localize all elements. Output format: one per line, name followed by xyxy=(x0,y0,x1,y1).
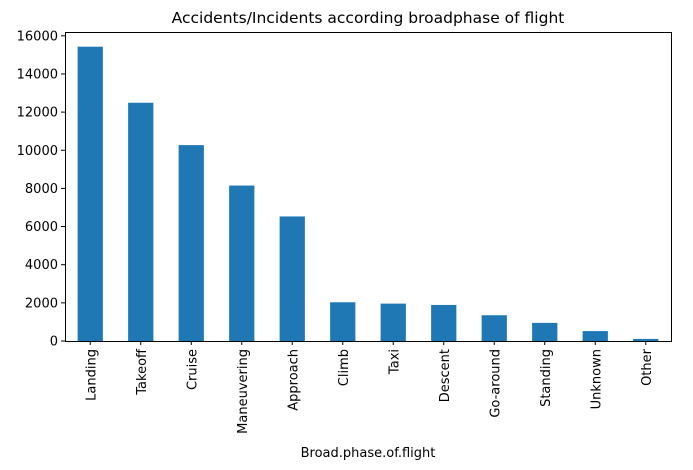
bar-taxi xyxy=(380,303,406,341)
bar-descent xyxy=(431,304,457,341)
bar-landing xyxy=(77,46,103,341)
x-tick-label: Climb xyxy=(337,349,352,386)
y-tick-label: 0 xyxy=(50,335,58,350)
x-tick-label: Cruise xyxy=(185,349,200,390)
x-tick-label: Maneuvering xyxy=(236,349,251,434)
bar-approach xyxy=(279,216,305,341)
x-tick-label: Descent xyxy=(438,349,453,402)
bars-group xyxy=(77,46,659,341)
x-tick-label: Other xyxy=(640,348,655,386)
bar-standing xyxy=(532,322,558,341)
x-tick-label: Unknown xyxy=(589,349,604,409)
y-tick-label: 4000 xyxy=(25,258,58,273)
y-tick-label: 6000 xyxy=(25,220,58,235)
plot-frame xyxy=(65,32,672,342)
y-tick-label: 14000 xyxy=(17,67,58,82)
x-tick-label: Standing xyxy=(539,349,554,407)
x-tick-label: Landing xyxy=(84,349,99,401)
x-tick-label: Approach xyxy=(286,349,301,411)
y-tick-label: 12000 xyxy=(17,106,58,121)
bar-other xyxy=(633,338,659,341)
x-axis-label: Broad.phase.of.flight xyxy=(301,446,436,461)
bar-climb xyxy=(330,302,356,341)
bar-unknown xyxy=(582,331,608,341)
x-axis: Landing Takeoff Cruise Maneuvering Approach C… xyxy=(84,341,655,434)
y-tick-label: 16000 xyxy=(17,29,58,44)
y-tick-label: 8000 xyxy=(25,182,58,197)
x-tick-label: Takeoff xyxy=(135,348,150,396)
bar-takeoff xyxy=(128,102,154,341)
y-tick-label: 2000 xyxy=(25,296,58,311)
x-tick-label: Go-around xyxy=(488,349,503,418)
chart-title: Accidents/Incidents according broadphase… xyxy=(172,9,565,27)
bar-go-around xyxy=(481,315,507,341)
bar-maneuvering xyxy=(229,185,255,341)
x-tick-label: Taxi xyxy=(387,349,402,375)
y-tick-label: 10000 xyxy=(17,144,58,159)
y-axis: 0 2000 4000 6000 8000 10000 12000 14000 16000 xyxy=(17,29,65,350)
bar-cruise xyxy=(178,145,204,341)
